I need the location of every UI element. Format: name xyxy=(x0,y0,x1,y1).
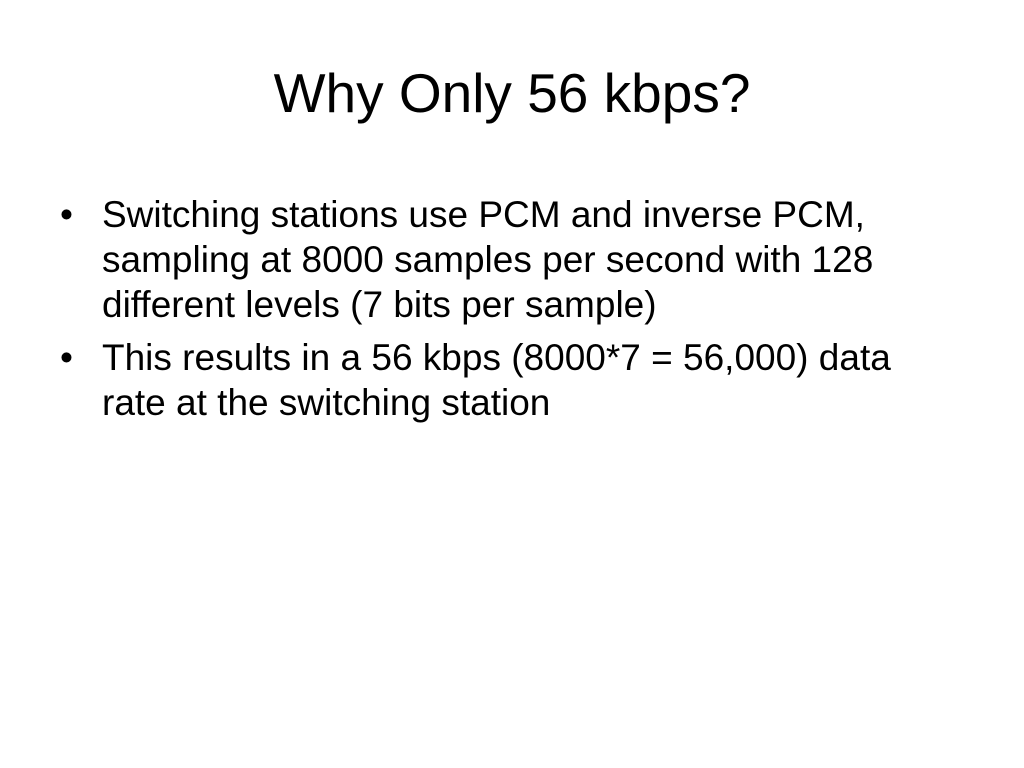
bullet-text: This results in a 56 kbps (8000*7 = 56,0… xyxy=(102,337,891,423)
bullet-icon: • xyxy=(60,337,73,378)
slide-title: Why Only 56 kbps? xyxy=(273,62,751,124)
bullet-text: Switching stations use PCM and inverse P… xyxy=(102,194,874,325)
bullet-list: • Switching stations use PCM and inverse … xyxy=(60,192,960,433)
bullet-item: • This results in a 56 kbps (8000*7 = 56,… xyxy=(60,335,960,425)
bullet-icon: • xyxy=(60,194,73,235)
bullet-item: • Switching stations use PCM and inverse … xyxy=(60,192,960,327)
